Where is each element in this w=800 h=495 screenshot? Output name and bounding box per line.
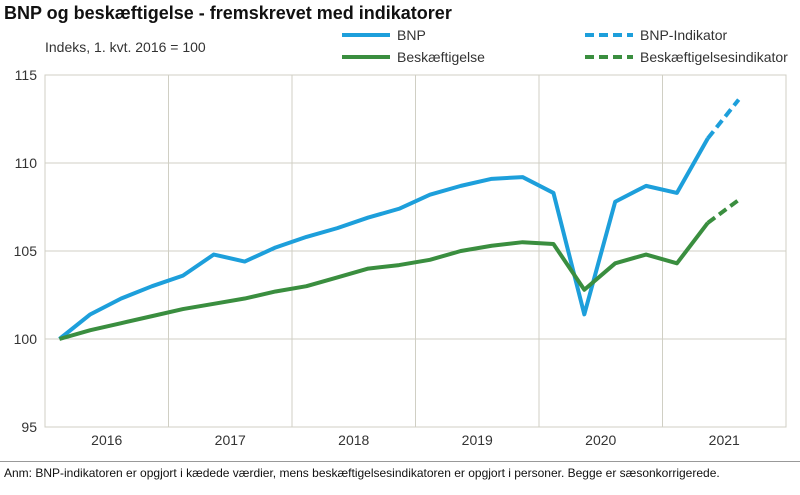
- y-axis-label: Indeks, 1. kvt. 2016 = 100: [45, 39, 206, 55]
- series-line-1: [58, 221, 710, 341]
- divider: [0, 461, 800, 462]
- chart-title: BNP og beskæftigelse - fremskrevet med i…: [4, 3, 452, 23]
- x-tick-label: 2020: [585, 432, 616, 448]
- legend-label: Beskæftigelse: [397, 49, 485, 65]
- series-line-2: [706, 98, 741, 140]
- series-line-0: [58, 137, 710, 341]
- x-tick-label: 2016: [91, 432, 122, 448]
- x-tick-label: 2019: [462, 432, 493, 448]
- footnote: Anm: BNP-indikatoren er opgjort i kædede…: [4, 466, 720, 480]
- legend-label: Beskæftigelsesindikator: [640, 49, 788, 65]
- x-tick-label: 2021: [709, 432, 740, 448]
- series-line-3: [706, 198, 740, 225]
- y-tick-label: 95: [21, 419, 37, 435]
- y-tick-label: 115: [15, 67, 38, 83]
- legend-label: BNP: [397, 27, 426, 43]
- line-chart: 95 100 105 110 115 2016 2017 2018 2019 2020 2021 In…: [14, 27, 789, 448]
- y-tick-label: 105: [14, 243, 38, 259]
- y-tick-label: 100: [14, 331, 38, 347]
- y-tick-label: 110: [15, 155, 38, 171]
- x-tick-label: 2018: [338, 432, 369, 448]
- legend-label: BNP-Indikator: [640, 27, 727, 43]
- x-tick-label: 2017: [215, 432, 246, 448]
